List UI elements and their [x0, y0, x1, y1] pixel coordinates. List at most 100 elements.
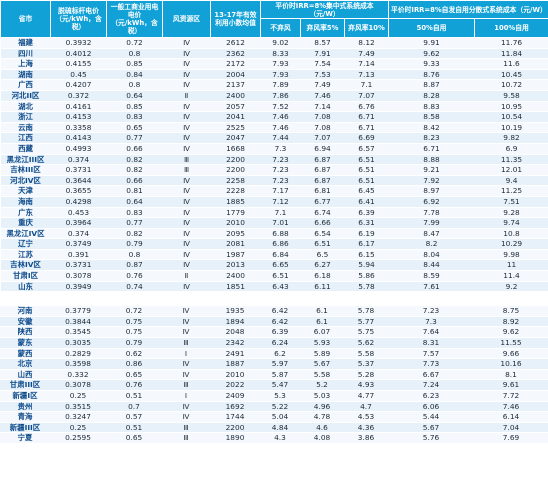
value-cell: 0.374 — [50, 154, 107, 166]
value-cell: 5.44 — [388, 411, 474, 423]
value-cell: 2172 — [210, 58, 261, 70]
value-cell: 6.76 — [344, 101, 389, 113]
value-cell: 0.4993 — [50, 143, 107, 155]
table-body-top: 福建 0.3932 0.72 Ⅳ 2612 9.02 8.57 8.12 9.91 11.76 四川… — [0, 37, 548, 293]
value-cell: Ⅳ — [162, 185, 211, 197]
value-cell: 0.86 — [106, 358, 162, 370]
province-cell: 浙江 — [0, 111, 51, 123]
province-cell: 吉林IV区 — [0, 259, 51, 272]
value-cell: 0.65 — [106, 432, 162, 444]
value-cell: Ⅳ — [162, 238, 211, 250]
value-cell: 10.8 — [474, 228, 548, 240]
value-cell: 6.43 — [260, 281, 301, 293]
value-cell: 6.51 — [344, 154, 389, 166]
value-cell: 9.62 — [474, 326, 548, 339]
section-gap — [0, 292, 548, 307]
value-cell: 1779 — [210, 207, 261, 219]
value-cell: 2047 — [210, 132, 261, 144]
value-cell: 5.47 — [260, 379, 300, 391]
header-utilization-hours: 13-17年有效利用小数均值 — [210, 0, 261, 38]
value-cell: 10.72 — [474, 79, 548, 91]
value-cell: 0.45 — [50, 69, 107, 81]
value-cell: 9.28 — [474, 207, 548, 219]
value-cell: 6.14 — [474, 411, 548, 423]
value-cell: 9.02 — [260, 37, 301, 49]
value-cell: Ⅳ — [162, 217, 211, 229]
value-cell: 10.19 — [474, 122, 548, 134]
value-cell: 4.6 — [300, 422, 344, 434]
value-cell: 0.3731 — [50, 164, 107, 176]
province-cell: 江西 — [0, 132, 51, 144]
value-cell: 9.98 — [474, 249, 548, 261]
value-cell: 7.64 — [388, 326, 474, 339]
province-cell: 黑龙江IV区 — [0, 228, 51, 240]
value-cell: Ⅲ — [162, 337, 210, 349]
table-row: 山西 0.332 0.65 Ⅳ 2010 5.87 5.58 5.28 6.67 8.1 — [0, 369, 548, 381]
value-cell: 8.23 — [388, 132, 475, 144]
value-cell: 5.75 — [344, 326, 388, 339]
value-cell: 5.89 — [300, 348, 344, 360]
value-cell: 6.23 — [388, 390, 474, 402]
value-cell: 2137 — [210, 79, 261, 91]
value-cell: 5.03 — [300, 390, 344, 402]
value-cell: 0.3035 — [50, 337, 106, 349]
value-cell: 2041 — [210, 111, 261, 123]
value-cell: 7.1 — [344, 79, 389, 91]
province-cell: 河北IV区 — [0, 175, 51, 187]
value-cell: 0.453 — [50, 207, 107, 219]
value-cell: 6.5 — [300, 249, 345, 261]
province-cell: 江苏 — [0, 249, 51, 261]
province-cell: 安徽 — [0, 316, 50, 328]
value-cell: 6.67 — [388, 369, 474, 381]
value-cell: 6.57 — [344, 143, 389, 155]
value-cell: 7.24 — [388, 379, 474, 391]
value-cell: 6.81 — [300, 185, 345, 197]
value-cell: 0.77 — [106, 132, 163, 144]
table-row: 湖北 0.4161 0.85 Ⅳ 2057 7.52 7.14 6.76 8.83 10.95 — [0, 101, 548, 113]
value-cell: 7.14 — [300, 101, 345, 113]
value-cell: Ⅳ — [162, 249, 211, 261]
header-self-use-50: 50%自用 — [388, 18, 476, 38]
value-cell: Ⅳ — [162, 175, 211, 187]
value-cell: 0.3545 — [50, 326, 106, 339]
value-cell: 4.7 — [344, 401, 388, 413]
value-cell: 0.82 — [106, 164, 163, 176]
value-cell: 8.42 — [388, 122, 475, 134]
province-cell: 陕西 — [0, 326, 50, 339]
value-cell: 0.66 — [106, 175, 163, 187]
header-coal-price: 脱硫标杆电价（元/kWh，含税） — [50, 0, 107, 38]
value-cell: 0.3358 — [50, 122, 107, 134]
value-cell: 6.65 — [260, 259, 301, 272]
value-cell: 2057 — [210, 101, 261, 113]
table-body-bottom: 河南 0.3779 0.72 Ⅳ 1935 6.42 6.1 5.78 7.23 8.75 安徽 0.… — [0, 306, 548, 444]
value-cell: 8.31 — [388, 337, 474, 349]
province-cell: 西藏 — [0, 143, 51, 155]
value-cell: 2022 — [210, 379, 260, 391]
value-cell: 2228 — [210, 185, 261, 197]
value-cell: 7.69 — [474, 432, 548, 444]
value-cell: 10.29 — [474, 238, 548, 250]
value-cell: Ⅳ — [162, 37, 211, 49]
value-cell: 7.14 — [344, 58, 389, 70]
value-cell: 8.47 — [388, 228, 475, 240]
table-row: 吉林III区 0.3731 0.82 Ⅲ 2200 7.23 6.87 6.51 9.21 12.… — [0, 164, 548, 176]
value-cell: 0.3749 — [50, 238, 107, 250]
value-cell: 6.06 — [388, 401, 474, 413]
province-cell: 四川 — [0, 48, 51, 60]
value-cell: 0.332 — [50, 369, 106, 381]
value-cell: 8.44 — [388, 259, 475, 272]
header-distributed-cost: 平价时IRR=8%自发自用分散式系统成本（元/W） — [388, 0, 548, 19]
value-cell: 5.58 — [300, 369, 344, 381]
value-cell: Ⅳ — [162, 207, 211, 219]
value-cell: Ⅳ — [162, 306, 210, 317]
value-cell: 6.18 — [300, 270, 345, 282]
province-cell: 海南 — [0, 196, 51, 208]
value-cell: 7.51 — [474, 196, 548, 208]
value-cell: 6.39 — [344, 207, 389, 219]
header-province: 省市 — [0, 0, 51, 38]
value-cell: 7.13 — [344, 69, 389, 81]
value-cell: 7.46 — [260, 122, 301, 134]
value-cell: 6.1 — [300, 316, 344, 328]
value-cell: 0.3964 — [50, 217, 107, 229]
value-cell: 0.3247 — [50, 411, 106, 423]
